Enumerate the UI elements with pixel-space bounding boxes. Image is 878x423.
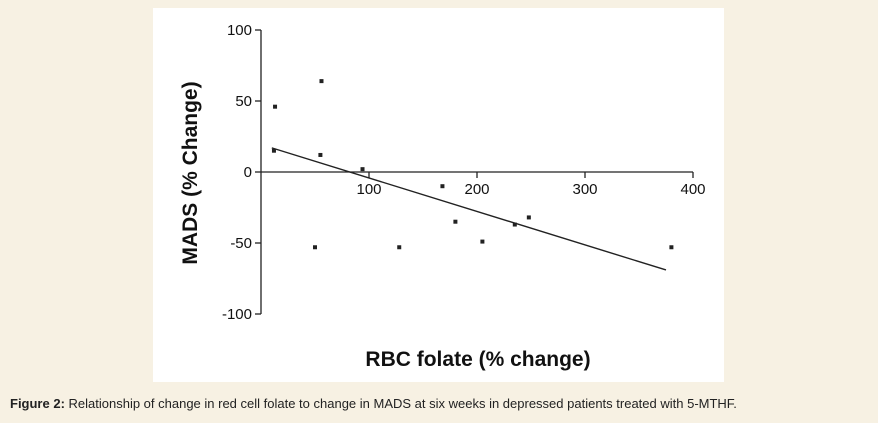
data-point (271, 148, 276, 153)
x-tick-label: 300 (572, 181, 597, 198)
data-point (318, 152, 323, 157)
caption-text: Relationship of change in red cell folat… (64, 396, 737, 411)
y-tick-label: 0 (244, 164, 252, 181)
ticks: 100 50 0 -50 -100 100 200 300 400 (222, 22, 706, 323)
x-tick-label: 100 (356, 181, 381, 198)
data-point (440, 184, 445, 189)
caption-label: Figure 2: (10, 396, 65, 411)
data-point (480, 239, 485, 244)
data-point (273, 104, 278, 109)
x-tick-label: 400 (680, 181, 705, 198)
x-tick-label: 200 (464, 181, 489, 198)
regression-line (271, 147, 667, 271)
data-point (313, 245, 317, 250)
data-point (453, 219, 458, 224)
scatter-chart: 100 50 0 -50 -100 100 200 300 400 RBC folate (% … (179, 22, 706, 371)
data-point (669, 245, 674, 250)
y-tick-label: -50 (230, 235, 252, 252)
figure-panel: 100 50 0 -50 -100 100 200 300 400 RBC folate (% … (153, 8, 724, 382)
figure-caption: Figure 2: Relationship of change in red … (10, 396, 870, 411)
data-point (397, 245, 402, 250)
y-axis-title: MADS (% Change) (179, 81, 202, 264)
x-axis-title: RBC folate (% change) (365, 348, 590, 371)
data-point (360, 167, 365, 172)
data-point (512, 222, 517, 227)
data-marks (271, 79, 674, 271)
data-point (319, 79, 324, 84)
y-tick-label: 50 (235, 93, 252, 110)
data-point (526, 215, 531, 220)
y-tick-label: -100 (222, 306, 252, 323)
y-tick-label: 100 (227, 22, 252, 39)
